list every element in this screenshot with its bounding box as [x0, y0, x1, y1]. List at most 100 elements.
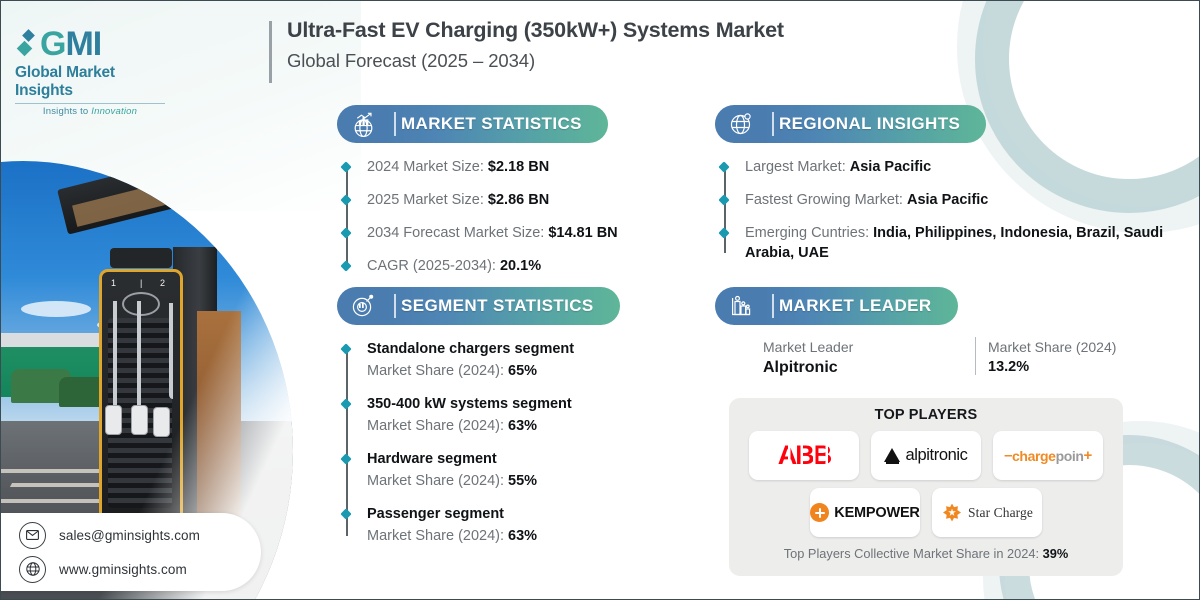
kempower-logo-text: KEMPOWER	[834, 504, 920, 521]
logo-wordmark: GMI	[15, 27, 165, 61]
market-leader-label: MARKET LEADER	[763, 287, 958, 325]
page-subtitle: Global Forecast (2025 – 2034)	[287, 49, 536, 71]
stat-label: CAGR (2025-2034):	[367, 258, 500, 274]
segment-share-label: Market Share (2024):	[367, 473, 509, 489]
region-value: Asia Pacific	[849, 159, 932, 175]
list-item: Passenger segment Market Share (2024): 6…	[367, 504, 667, 546]
top-players-row-1: ABB alpitronic – charge poin +	[741, 431, 1111, 480]
contact-email-row[interactable]: sales@gminsights.com	[19, 521, 261, 549]
segment-statistics-list: Standalone chargers segment Market Share…	[337, 339, 667, 546]
top-players-footer: Top Players Collective Market Share in 2…	[741, 546, 1111, 561]
chargepoint-dash-icon: –	[1004, 447, 1013, 464]
logo-letter-g: G	[40, 25, 66, 63]
kempower-plus-icon	[810, 503, 830, 522]
list-item: 350-400 kW systems segment Market Share …	[367, 394, 667, 436]
gmi-diamond-icon	[16, 29, 35, 57]
contact-website-row[interactable]: www.gminsights.com	[19, 555, 261, 583]
player-logo-abb[interactable]: ABB	[749, 431, 859, 480]
region-value: Asia Pacific	[906, 192, 989, 208]
list-item: Hardware segment Market Share (2024): 55…	[367, 449, 667, 491]
segment-share-value: 63%	[508, 418, 538, 434]
market-statistics-label: MARKET STATISTICS	[385, 105, 608, 143]
stat-value: 20.1%	[499, 258, 542, 274]
section-market-leader: MARKET LEADER Market Leader Alpitronic M…	[715, 287, 1185, 377]
top-players-row-2: KEMPOWER Star Charge	[741, 488, 1111, 537]
market-leader-name: Alpitronic	[763, 359, 838, 377]
donut-target-icon	[337, 287, 389, 325]
segment-name: 350-400 kW systems segment	[367, 396, 572, 412]
segment-name: Hardware segment	[367, 451, 497, 467]
alpitronic-logo-text: alpitronic	[905, 446, 968, 464]
list-item: 2024 Market Size: $2.18 BN	[367, 157, 667, 177]
player-logo-kempower[interactable]: KEMPOWER	[810, 488, 920, 537]
logo-tagline-b: Innovation	[91, 106, 138, 117]
market-statistics-badge: MARKET STATISTICS	[337, 105, 667, 143]
chargepoint-plus-icon: +	[1083, 447, 1093, 464]
starcharge-logo-text: Star Charge	[968, 504, 1033, 520]
list-item: Fastest Growing Market: Asia Pacific	[745, 190, 1185, 210]
top-players-panel: TOP PLAYERS ABB alpitronic – charge poin +	[729, 398, 1123, 576]
stat-label: 2034 Forecast Market Size:	[367, 225, 549, 241]
list-item: Standalone chargers segment Market Share…	[367, 339, 667, 381]
envelope-icon	[19, 521, 46, 549]
stat-label: 2024 Market Size:	[367, 159, 488, 175]
logo-letter-m: M	[65, 25, 93, 63]
market-leader-name-block: Market Leader Alpitronic	[763, 337, 975, 377]
contact-email-text: sales@gminsights.com	[59, 527, 201, 543]
region-label: Emerging Cuntries:	[745, 225, 874, 241]
logo-company-name: Global Market Insights	[15, 64, 115, 99]
list-item: 2034 Forecast Market Size: $14.81 BN	[367, 223, 667, 243]
regional-insights-list: Largest Market: Asia Pacific Fastest Gro…	[715, 157, 1185, 263]
stat-value: $2.86 BN	[487, 192, 550, 208]
globe-icon	[19, 555, 46, 583]
list-item: Largest Market: Asia Pacific	[745, 157, 1185, 177]
segment-name: Passenger segment	[367, 506, 505, 522]
player-logo-starcharge[interactable]: Star Charge	[932, 488, 1042, 537]
market-share-caption: Market Share (2024)	[988, 339, 1117, 355]
market-leader-share-block: Market Share (2024) 13.2%	[975, 337, 1117, 376]
segment-name: Standalone chargers segment	[367, 341, 575, 357]
logo-divider	[15, 103, 165, 104]
abb-logo-text: ABB	[777, 440, 832, 470]
starcharge-star-icon	[941, 502, 963, 524]
section-regional-insights: REGIONAL INSIGHTS Largest Market: Asia P…	[715, 105, 1185, 263]
list-item: Emerging Cuntries: India, Philippines, I…	[745, 223, 1185, 263]
top-players-footer-label: Top Players Collective Market Share in 2…	[783, 546, 1043, 561]
globe-chart-icon	[337, 105, 389, 143]
alpitronic-mark-icon	[884, 447, 901, 464]
section-segment-statistics: SEGMENT STATISTICS Standalone chargers s…	[337, 287, 667, 546]
globe-pin-icon	[715, 105, 767, 143]
market-statistics-list: 2024 Market Size: $2.18 BN 2025 Market S…	[337, 157, 667, 276]
podium-icon	[715, 287, 767, 325]
page-title-block: Ultra-Fast EV Charging (350kW+) Systems …	[269, 17, 784, 83]
list-item: 2025 Market Size: $2.86 BN	[367, 190, 667, 210]
top-players-title: TOP PLAYERS	[874, 407, 978, 423]
segment-share-value: 65%	[508, 363, 538, 379]
segment-statistics-badge: SEGMENT STATISTICS	[337, 287, 667, 325]
section-market-statistics: MARKET STATISTICS 2024 Market Size: $2.1…	[337, 105, 667, 276]
market-leader-badge: MARKET LEADER	[715, 287, 1185, 325]
list-item: CAGR (2025-2034): 20.1%	[367, 256, 667, 276]
segment-share-label: Market Share (2024):	[367, 418, 509, 434]
region-label: Largest Market:	[745, 159, 850, 175]
stat-value: $2.18 BN	[487, 159, 550, 175]
segment-share-label: Market Share (2024):	[367, 528, 509, 544]
region-value: India, Philippines, Indonesia, Brazil, S…	[745, 225, 1164, 261]
player-logo-chargepoint[interactable]: – charge poin +	[993, 431, 1103, 480]
region-label: Fastest Growing Market:	[745, 192, 907, 208]
segment-share-value: 63%	[508, 528, 538, 544]
regional-insights-label: REGIONAL INSIGHTS	[763, 105, 987, 143]
logo-tagline-a: Insights to	[42, 106, 92, 117]
page-title: Ultra-Fast EV Charging (350kW+) Systems …	[287, 18, 784, 42]
contact-pill: sales@gminsights.com www.gminsights.com	[1, 513, 261, 591]
segment-statistics-label: SEGMENT STATISTICS	[385, 287, 620, 325]
contact-website-text: www.gminsights.com	[59, 561, 187, 577]
player-logo-alpitronic[interactable]: alpitronic	[871, 431, 981, 480]
gmi-logo[interactable]: GMI Global Market Insights Insights to I…	[15, 27, 165, 117]
stat-label: 2025 Market Size:	[367, 192, 488, 208]
market-share-value: 13.2%	[988, 359, 1030, 376]
stat-value: $14.81 BN	[548, 225, 618, 241]
top-players-footer-value: 39%	[1042, 546, 1069, 561]
segment-share-value: 55%	[508, 473, 538, 489]
